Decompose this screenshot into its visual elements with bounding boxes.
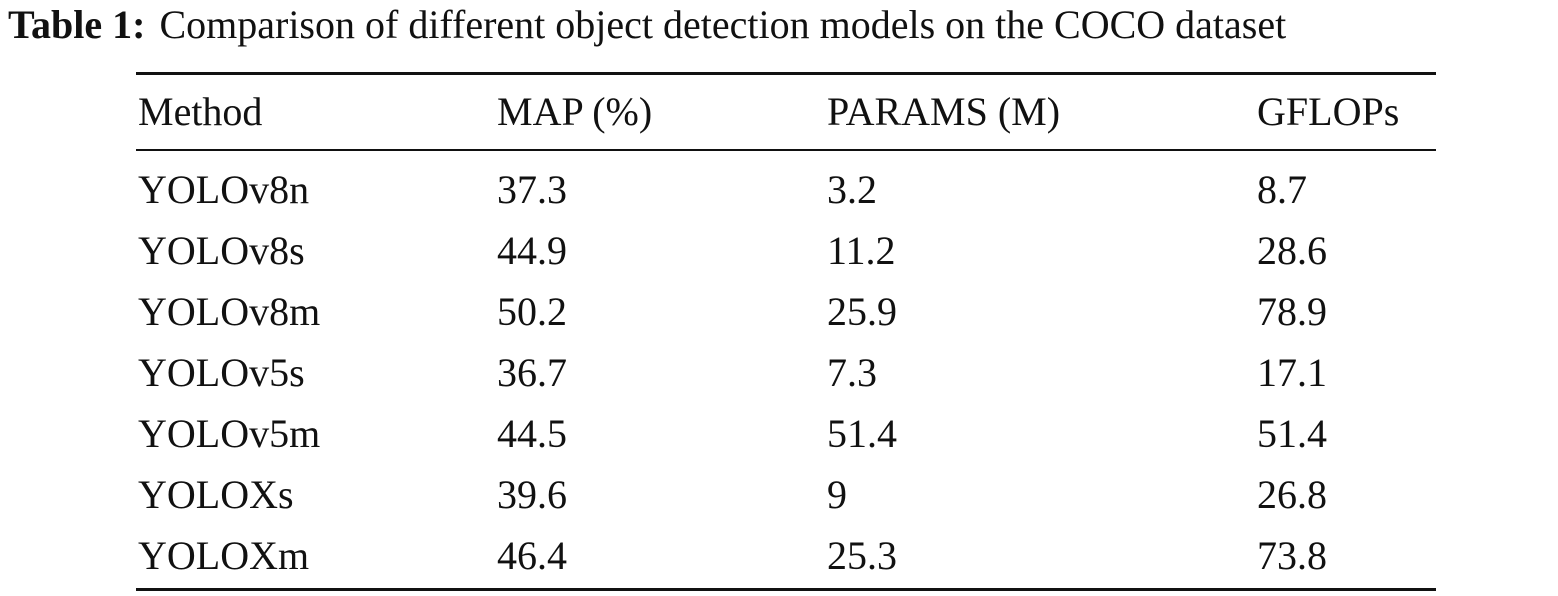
table-cell: 25.3 — [827, 533, 897, 578]
table-cell: 39.6 — [497, 472, 567, 517]
table-cell: 9 — [827, 472, 847, 517]
caption-label: Table 1: — [8, 2, 146, 47]
header-cell: MAP (%) — [497, 89, 653, 134]
header-rule — [136, 149, 1436, 151]
top-rule — [136, 72, 1436, 75]
table-cell: 17.1 — [1257, 350, 1327, 395]
table-cell: 51.4 — [827, 411, 897, 456]
header-cell: Method — [138, 89, 263, 134]
header-cell: GFLOPs — [1257, 89, 1400, 134]
table-caption: Table 1: Comparison of different object d… — [8, 2, 1286, 48]
table-cell: YOLOXs — [138, 472, 294, 517]
table-cell: 78.9 — [1257, 289, 1327, 334]
table-cell: YOLOv8n — [138, 167, 310, 212]
table-cell: 25.9 — [827, 289, 897, 334]
bottom-rule — [136, 588, 1436, 591]
table-cell: YOLOv5s — [138, 350, 305, 395]
table-cell: 8.7 — [1257, 167, 1307, 212]
table-cell: 44.5 — [497, 411, 567, 456]
table-cell: 46.4 — [497, 533, 567, 578]
table-cell: YOLOv5m — [138, 411, 321, 456]
table-cell: 73.8 — [1257, 533, 1327, 578]
table-cell: 3.2 — [827, 167, 877, 212]
table-cell: 51.4 — [1257, 411, 1327, 456]
table-cell: 44.9 — [497, 228, 567, 273]
table-cell: 26.8 — [1257, 472, 1327, 517]
header-cell: PARAMS (M) — [827, 89, 1061, 134]
caption-text: Comparison of different object detection… — [159, 2, 1287, 47]
table-cell: 37.3 — [497, 167, 567, 212]
table-cell: 11.2 — [827, 228, 896, 273]
table-cell: 28.6 — [1257, 228, 1327, 273]
table-cell: 36.7 — [497, 350, 567, 395]
table-cell: 7.3 — [827, 350, 877, 395]
table-cell: YOLOv8m — [138, 289, 321, 334]
table-cell: YOLOv8s — [138, 228, 305, 273]
table-cell: YOLOXm — [138, 533, 310, 578]
table-cell: 50.2 — [497, 289, 567, 334]
